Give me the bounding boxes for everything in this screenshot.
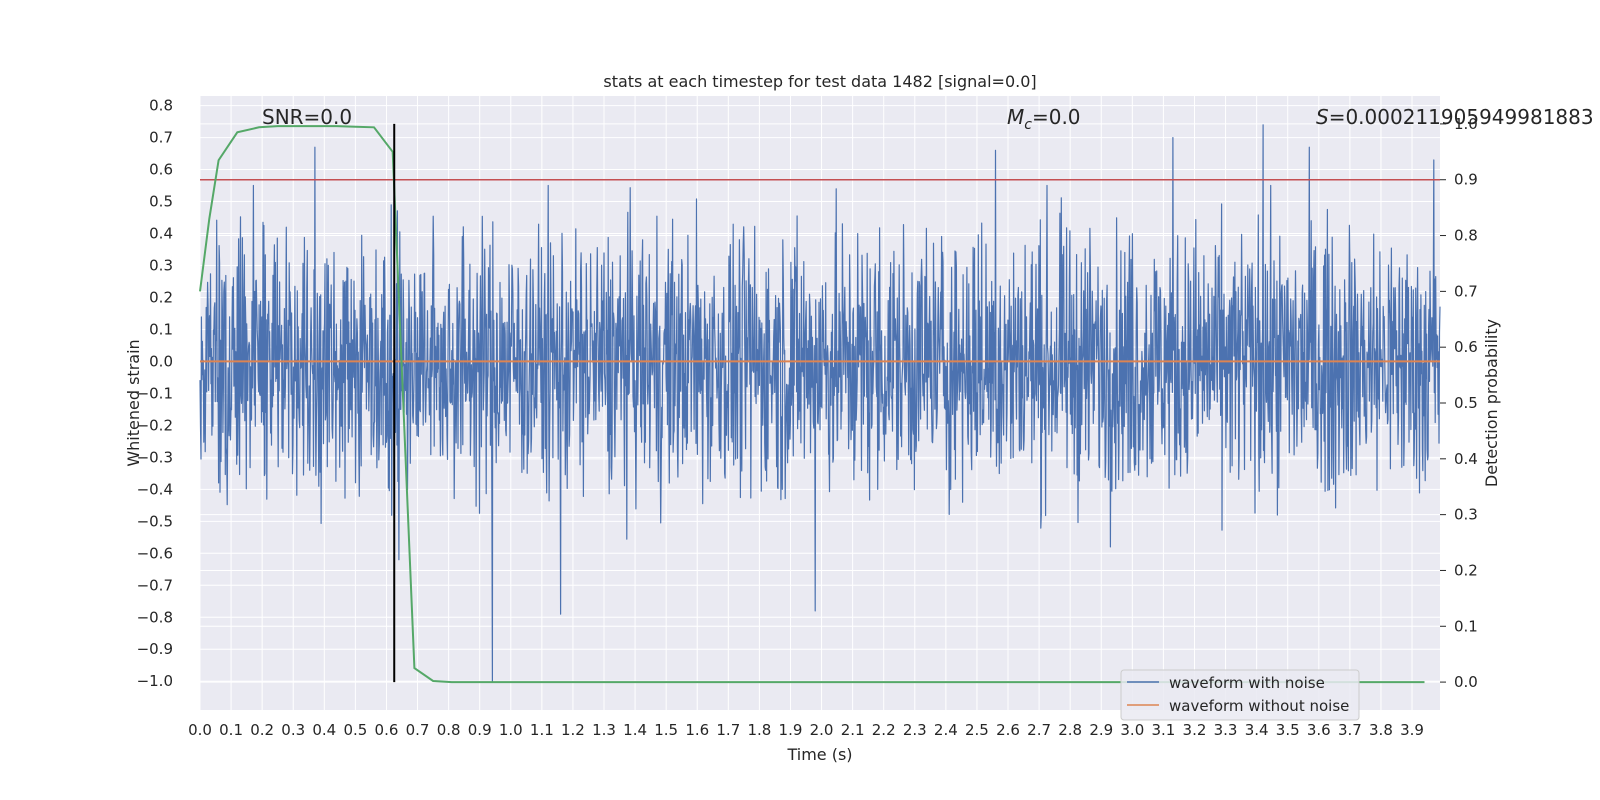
- x-tick-label: 1.0: [499, 721, 523, 739]
- legend-label-noise: waveform with noise: [1169, 674, 1325, 692]
- x-tick-label: 3.9: [1400, 721, 1424, 739]
- y-tick-label: 0.4: [149, 225, 173, 243]
- y2-tick-label: 0.8: [1454, 227, 1478, 245]
- noise-waveform-line: [199, 124, 1441, 682]
- y-tick-label: 0.0: [149, 352, 173, 370]
- y2-tick-label: 0.5: [1454, 394, 1478, 412]
- x-tick-label: 2.9: [1089, 721, 1113, 739]
- y-tick-label: 0.3: [149, 256, 173, 274]
- y-tick-label: −0.4: [137, 480, 173, 498]
- y-tick-label: −0.9: [137, 640, 173, 658]
- x-tick-label: 3.3: [1214, 721, 1238, 739]
- s-symbol: S: [1316, 105, 1329, 129]
- x-tick-label: 2.3: [903, 721, 927, 739]
- x-tick-label: 0.7: [406, 721, 430, 739]
- x-tick-label: 2.2: [872, 721, 896, 739]
- x-tick-label: 2.6: [996, 721, 1020, 739]
- x-tick-label: 1.8: [747, 721, 771, 739]
- y2-tick-labels: 1.0 0.9 0.8 0.7 0.6 0.5 0.4 0.3 0.2 0.1 0.0: [1440, 115, 1478, 691]
- y-tick-label: −0.2: [137, 416, 173, 434]
- x-tick-label: 3.4: [1245, 721, 1269, 739]
- y2-axis-label: Detection probability: [1482, 319, 1501, 487]
- y-tick-label: −0.3: [137, 448, 173, 466]
- legend-label-clean: waveform without noise: [1169, 697, 1349, 715]
- x-tick-label: 3.7: [1338, 721, 1362, 739]
- x-tick-label: 1.4: [623, 721, 647, 739]
- y2-tick-label: 0.2: [1454, 561, 1478, 579]
- x-tick-labels: 0.0 0.1 0.2 0.3 0.4 0.5 0.6 0.7 0.8 0.9 1.0 1.1 1.2 1…: [188, 721, 1424, 739]
- chirp-mass-value: =0.0: [1032, 105, 1081, 129]
- x-tick-label: 0.4: [312, 721, 336, 739]
- s-annotation: S=0.000211905949981883: [1316, 105, 1594, 129]
- series-lines: [199, 123, 1440, 684]
- x-tick-label: 0.1: [219, 721, 243, 739]
- y2-tick-label: 0.6: [1454, 338, 1478, 356]
- x-tick-label: 3.1: [1151, 721, 1175, 739]
- y2-tick-label: 0.9: [1454, 171, 1478, 189]
- x-tick-label: 2.7: [1027, 721, 1051, 739]
- x-tick-label: 3.6: [1307, 721, 1331, 739]
- y-tick-label: 0.6: [149, 161, 173, 179]
- x-axis-label: Time (s): [786, 745, 852, 764]
- chart-title: stats at each timestep for test data 148…: [603, 72, 1036, 91]
- detection-probability-line: [199, 125, 1425, 684]
- y-tick-label: 0.1: [149, 320, 173, 338]
- x-tick-label: 1.2: [561, 721, 585, 739]
- y-axis-label: Whitened strain: [124, 339, 143, 466]
- legend-box: [1120, 669, 1360, 721]
- x-tick-label: 3.0: [1120, 721, 1144, 739]
- x-tick-label: 2.5: [965, 721, 989, 739]
- y2-tick-label: 1.0: [1454, 115, 1478, 133]
- x-tick-label: 0.3: [281, 721, 305, 739]
- y2-tick-label: 0.4: [1454, 450, 1478, 468]
- y-tick-label: −0.6: [137, 544, 173, 562]
- x-tick-label: 2.1: [841, 721, 865, 739]
- series-waveform-with-noise: [199, 124, 1441, 682]
- x-tick-label: 0.6: [375, 721, 399, 739]
- x-tick-label: 1.5: [654, 721, 678, 739]
- x-tick-label: 1.7: [716, 721, 740, 739]
- y-tick-label: 0.7: [149, 129, 173, 147]
- y-tick-label: 0.5: [149, 193, 173, 211]
- x-tick-label: 3.2: [1183, 721, 1207, 739]
- x-tick-label: 0.0: [188, 721, 212, 739]
- s-value: =0.000211905949981883: [1329, 105, 1594, 129]
- x-tick-label: 1.6: [685, 721, 709, 739]
- chirp-mass-annotation: Mc=0.0: [1007, 105, 1081, 133]
- chirp-mass-subscript: c: [1024, 117, 1032, 133]
- y-tick-label: −0.1: [137, 384, 173, 402]
- x-tick-label: 1.1: [530, 721, 554, 739]
- x-tick-label: 1.9: [779, 721, 803, 739]
- y-tick-label: −0.5: [137, 512, 173, 530]
- x-tick-label: 1.3: [592, 721, 616, 739]
- x-tick-label: 2.0: [810, 721, 834, 739]
- y-tick-labels: 0.8 0.7 0.6 0.5 0.4 0.3 0.2 0.1 0.0 −0.1 −0.2 −0.3 −…: [137, 97, 173, 691]
- y-tick-label: 0.2: [149, 288, 173, 306]
- x-tick-label: 3.8: [1369, 721, 1393, 739]
- y-tick-label: −0.7: [137, 576, 173, 594]
- x-tick-label: 3.5: [1276, 721, 1300, 739]
- x-tick-label: 0.9: [468, 721, 492, 739]
- x-tick-label: 0.5: [343, 721, 367, 739]
- y2-tick-label: 0.0: [1454, 673, 1478, 691]
- y2-tick-label: 0.3: [1454, 506, 1478, 524]
- x-tick-label: 2.8: [1058, 721, 1082, 739]
- y-tick-label: −0.8: [137, 608, 173, 626]
- y-tick-label: −1.0: [137, 672, 173, 690]
- x-tick-label: 2.4: [934, 721, 958, 739]
- y-tick-label: 0.8: [149, 97, 173, 115]
- y2-tick-label: 0.1: [1454, 617, 1478, 635]
- legend: waveform with noise waveform without noi…: [1120, 669, 1360, 721]
- x-tick-label: 0.2: [250, 721, 274, 739]
- x-tick-label: 0.8: [437, 721, 461, 739]
- snr-annotation: SNR=0.0: [262, 105, 352, 129]
- y2-tick-label: 0.7: [1454, 282, 1478, 300]
- chirp-mass-symbol: M: [1007, 105, 1024, 129]
